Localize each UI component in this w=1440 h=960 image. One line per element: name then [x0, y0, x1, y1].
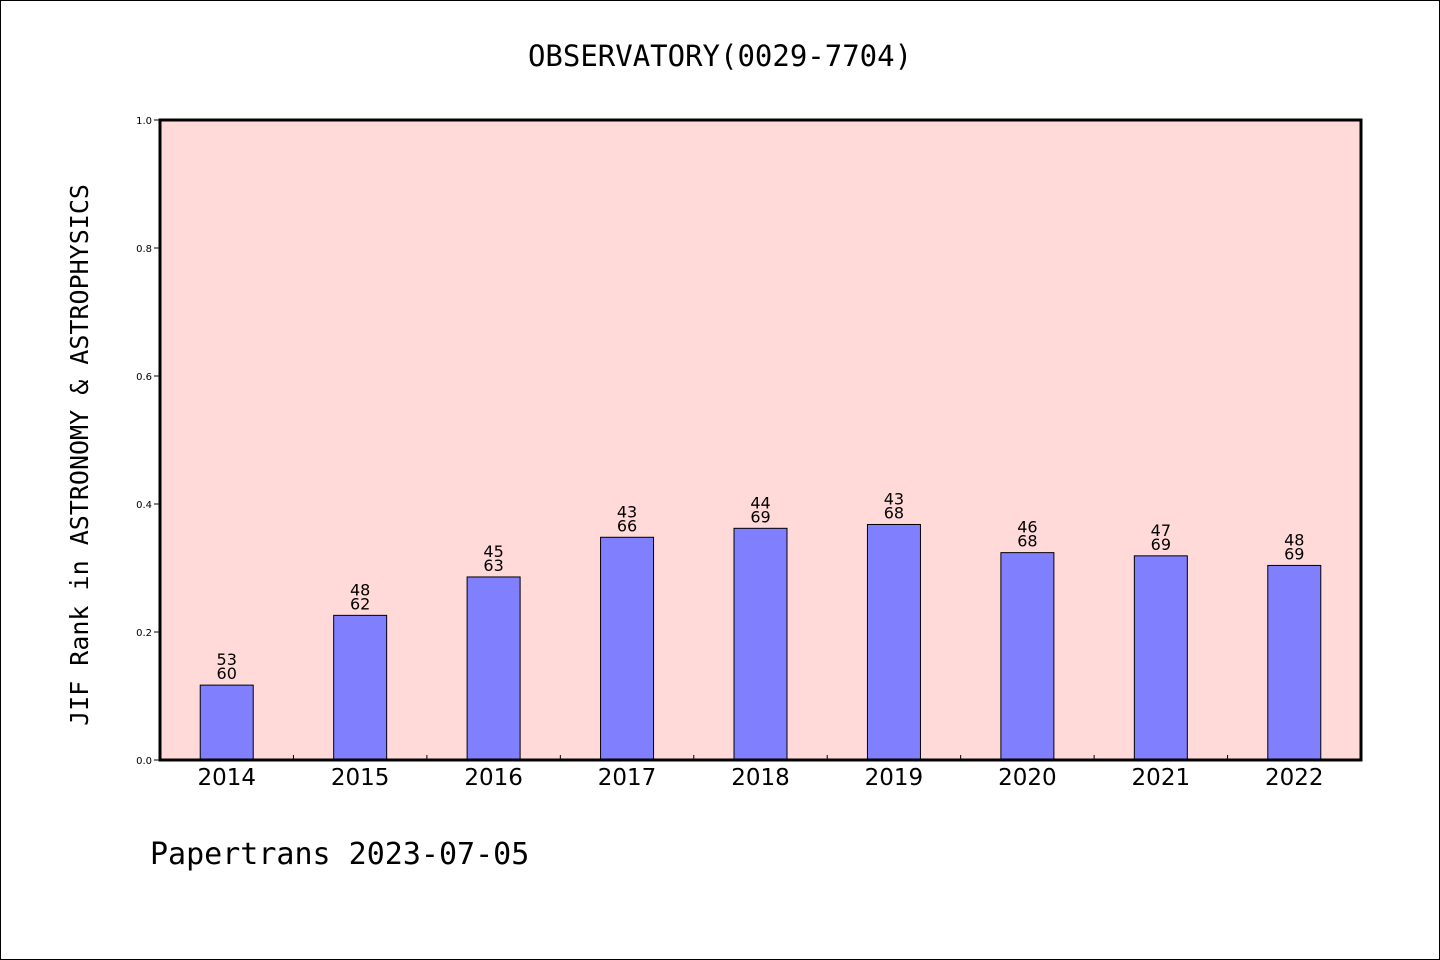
- bar-2021: [1133, 555, 1188, 761]
- bar-2016: [466, 576, 521, 761]
- x-tick-label: 2018: [731, 765, 790, 791]
- footer-credit: Papertrans 2023-07-05: [150, 837, 529, 872]
- bar-total-label: 69: [750, 507, 770, 526]
- bar-2019: [866, 523, 921, 761]
- y-tick-label: 0.8: [136, 244, 152, 255]
- y-tick-label: 1.0: [136, 116, 152, 127]
- bar-rank-label: 44: [750, 493, 770, 512]
- bar-2018: [733, 527, 788, 761]
- bar-2022: [1267, 564, 1322, 761]
- bar-rank-label: 48: [1284, 530, 1304, 549]
- x-tick-label: 2017: [598, 765, 657, 791]
- x-tick-label: 2016: [464, 765, 523, 791]
- bar-2020: [1000, 552, 1055, 761]
- y-tick-label: 0.6: [136, 372, 152, 383]
- x-tick-label: 2015: [331, 765, 390, 791]
- x-axis-ticks: 2014 2015 2016 2017 2018 2019 2020 2021 2022: [197, 755, 1324, 791]
- bar-total-label: 68: [1017, 532, 1037, 551]
- bar-total-label: 69: [1284, 544, 1304, 563]
- bar-rank-label: 43: [884, 489, 904, 508]
- bar-total-label: 63: [483, 556, 503, 575]
- x-tick-label: 2022: [1265, 765, 1324, 791]
- bar-total-label: 68: [884, 503, 904, 522]
- y-tick-label: 0.0: [136, 756, 152, 767]
- bar-rank-label: 46: [1017, 518, 1037, 537]
- y-axis-label: JIF Rank in ASTRONOMY & ASTROPHYSICS: [65, 184, 94, 726]
- plot-border: [158, 118, 1363, 762]
- y-axis-ticks: 0.0 0.2 0.4 0.6 0.8 1.0: [136, 116, 160, 767]
- bar-rank-label: 53: [217, 650, 237, 669]
- x-tick-label: 2020: [998, 765, 1057, 791]
- bar-2014: [199, 684, 254, 761]
- bar-rank-label: 48: [350, 580, 370, 599]
- x-tick-label: 2019: [865, 765, 924, 791]
- chart-title: OBSERVATORY(0029-7704): [528, 39, 912, 73]
- bar-total-label: 69: [1151, 535, 1171, 554]
- bar-rank-label: 43: [617, 502, 637, 521]
- bar-rank-label: 47: [1151, 521, 1171, 540]
- x-tick-label: 2014: [197, 765, 256, 791]
- bar-rank-label: 45: [483, 542, 503, 561]
- bar-total-label: 62: [350, 594, 370, 613]
- y-tick-label: 0.2: [136, 628, 152, 639]
- bar-2017: [600, 536, 655, 761]
- y-tick-label: 0.4: [136, 500, 152, 511]
- bar-total-label: 60: [217, 664, 237, 683]
- bar-2015: [333, 614, 388, 761]
- x-tick-label: 2021: [1132, 765, 1191, 791]
- bar-total-label: 66: [617, 516, 637, 535]
